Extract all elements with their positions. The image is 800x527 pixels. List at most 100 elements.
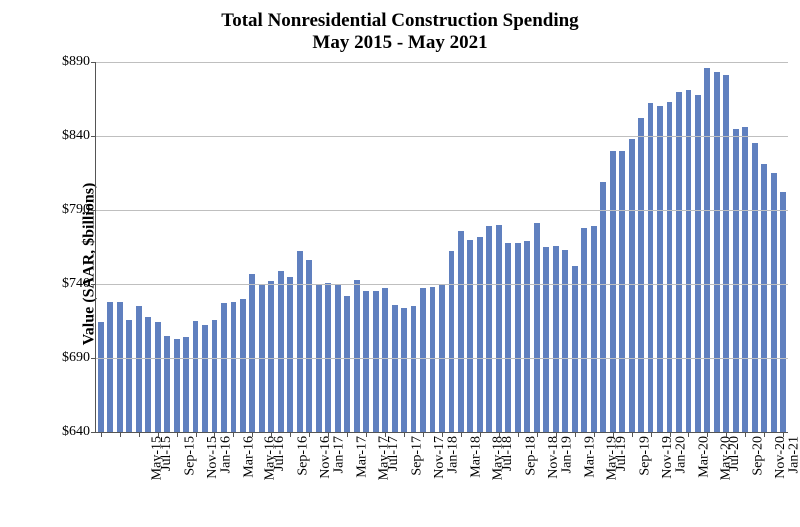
x-tick-label: Jan-20 — [673, 436, 689, 473]
x-tick-mark — [537, 432, 538, 437]
bar — [145, 317, 151, 432]
x-tick-mark — [120, 432, 121, 437]
x-tick-mark — [594, 432, 595, 437]
bar — [249, 274, 255, 432]
bar — [562, 250, 568, 432]
x-tick-label: Mar-16 — [241, 436, 257, 478]
bar — [771, 173, 777, 432]
bar — [117, 302, 123, 432]
bar — [505, 243, 511, 432]
bar — [297, 251, 303, 432]
x-tick-mark — [556, 432, 557, 437]
gridline — [96, 358, 788, 359]
bar — [126, 320, 132, 432]
x-tick-mark — [366, 432, 367, 437]
gridline — [96, 210, 788, 211]
x-tick-mark — [347, 432, 348, 437]
bar — [458, 231, 464, 432]
bar — [714, 72, 720, 432]
x-tick-label: Sep-17 — [410, 436, 426, 476]
bar — [648, 103, 654, 432]
chart-title: Total Nonresidential Construction Spendi… — [0, 10, 800, 54]
x-tick-mark — [726, 432, 727, 437]
bars-group — [96, 62, 788, 432]
bar — [477, 237, 483, 432]
gridline — [96, 62, 788, 63]
x-tick-mark — [290, 432, 291, 437]
x-tick-mark — [764, 432, 765, 437]
x-tick-label: Mar-20 — [696, 436, 712, 478]
bar — [193, 321, 199, 432]
bar — [401, 308, 407, 432]
x-tick-mark — [632, 432, 633, 437]
bar — [449, 251, 455, 432]
bar — [553, 246, 559, 432]
x-tick-mark — [101, 432, 102, 437]
bar — [591, 226, 597, 432]
x-tick-label: Jan-21 — [787, 436, 800, 473]
bar — [354, 280, 360, 432]
x-tick-mark — [670, 432, 671, 437]
x-tick-mark — [745, 432, 746, 437]
x-tick-label: Sep-16 — [296, 436, 312, 476]
bar — [638, 118, 644, 432]
x-tick-label: Jan-16 — [218, 436, 234, 473]
bar — [136, 306, 142, 432]
bar — [164, 336, 170, 432]
y-axis — [95, 62, 96, 432]
x-tick-mark — [309, 432, 310, 437]
chart-title-line1: Total Nonresidential Construction Spendi… — [0, 10, 800, 32]
plot-area: $640$690$740$790$840$890May-15Jul-15Sep-… — [96, 62, 788, 432]
bar — [543, 247, 549, 432]
x-tick-label: Jul-17 — [386, 436, 402, 471]
bar — [676, 92, 682, 432]
bar-chart: Total Nonresidential Construction Spendi… — [0, 0, 800, 527]
bar — [752, 143, 758, 432]
x-tick-label: Mar-19 — [583, 436, 599, 478]
bar — [344, 296, 350, 432]
bar — [686, 90, 692, 432]
x-tick-mark — [271, 432, 272, 437]
bar — [657, 106, 663, 432]
bar — [306, 260, 312, 432]
x-tick-mark — [233, 432, 234, 437]
x-tick-label: Mar-18 — [469, 436, 485, 478]
bar — [695, 95, 701, 432]
bar — [430, 287, 436, 432]
bar — [600, 182, 606, 432]
bar — [581, 228, 587, 432]
bar — [98, 322, 104, 432]
x-tick-mark — [575, 432, 576, 437]
x-tick-label: Jan-18 — [445, 436, 461, 473]
bar — [382, 288, 388, 432]
bar — [278, 271, 284, 432]
bar — [174, 339, 180, 432]
x-tick-mark — [461, 432, 462, 437]
x-tick-mark — [613, 432, 614, 437]
x-tick-label: Jul-20 — [727, 436, 743, 471]
x-tick-mark — [480, 432, 481, 437]
bar — [704, 68, 710, 432]
bar — [629, 139, 635, 432]
x-tick-mark — [385, 432, 386, 437]
bar — [373, 291, 379, 432]
bar — [667, 102, 673, 432]
x-tick-mark — [442, 432, 443, 437]
bar — [780, 192, 786, 432]
bar — [467, 240, 473, 432]
x-tick-label: Jul-18 — [500, 436, 516, 471]
bar — [202, 325, 208, 432]
bar — [733, 129, 739, 432]
bar — [534, 223, 540, 432]
bar — [515, 243, 521, 432]
bar — [420, 288, 426, 432]
x-tick-mark — [651, 432, 652, 437]
bar — [155, 322, 161, 432]
x-tick-mark — [196, 432, 197, 437]
x-tick-label: Jul-16 — [272, 436, 288, 471]
bar — [212, 320, 218, 432]
x-tick-label: Mar-17 — [355, 436, 371, 478]
x-tick-mark — [404, 432, 405, 437]
gridline — [96, 136, 788, 137]
chart-title-line2: May 2015 - May 2021 — [0, 32, 800, 54]
